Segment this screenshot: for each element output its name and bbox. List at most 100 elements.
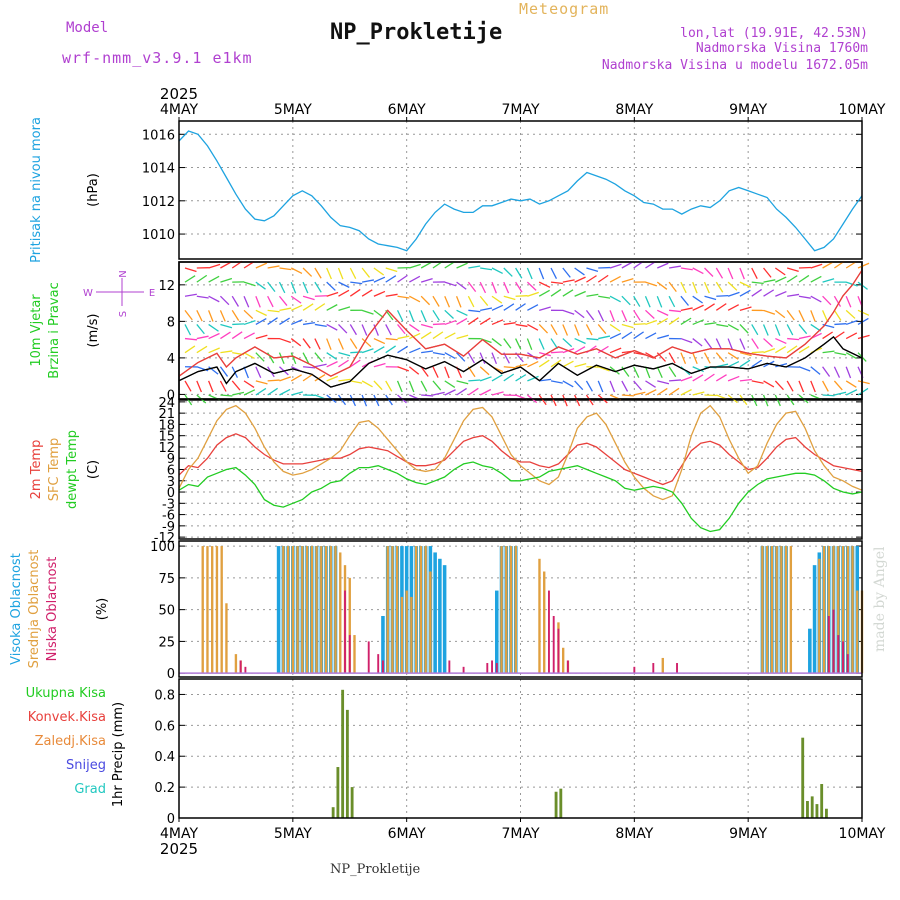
wind-arrow <box>409 275 421 283</box>
wind-arrow <box>338 378 351 382</box>
wind-arrow <box>692 352 698 365</box>
precip-legend-item: Zaledj.Kisa <box>35 734 106 749</box>
bar-ukupna-kisa <box>336 767 340 818</box>
bar-srednja-oblacnost <box>220 546 223 674</box>
wind-arrow <box>775 346 787 354</box>
wind-arrow <box>739 306 752 311</box>
wind-arrow <box>302 373 314 382</box>
wind-arrow <box>219 366 229 377</box>
wind-arrow <box>798 295 811 299</box>
compass-n: N <box>118 270 129 277</box>
wind-arrow <box>786 324 794 336</box>
wind-arrow <box>290 374 302 382</box>
wind-arrow <box>361 338 372 348</box>
panel-title-line: 2m Temp <box>29 440 44 500</box>
wind-arrow <box>409 295 421 303</box>
wind-arrow <box>503 366 516 369</box>
wind-arrow <box>727 291 740 297</box>
wind-arrow <box>243 389 256 396</box>
wind-arrow <box>467 281 477 293</box>
bar-srednja-oblacnost <box>301 546 304 674</box>
wind-arrow <box>574 337 586 345</box>
wind-arrow <box>692 319 705 326</box>
wind-arrow <box>255 281 266 290</box>
wind-arrow <box>480 267 493 271</box>
top-day-label: 4MAY <box>160 102 198 118</box>
wind-arrow <box>538 359 550 368</box>
bar-srednja-oblacnost <box>334 546 337 674</box>
wind-arrow <box>255 309 267 317</box>
wind-arrow <box>585 394 594 406</box>
wind-arrow <box>515 303 526 311</box>
wind-arrow <box>716 323 729 328</box>
wind-arrow <box>219 295 230 306</box>
wind-arrow <box>550 380 563 384</box>
wind-arrow <box>267 379 280 382</box>
wind-arrow <box>243 320 256 326</box>
bar-srednja-oblacnost <box>429 571 432 674</box>
wind-arrow <box>798 366 811 372</box>
wind-arrow <box>456 317 468 326</box>
wind-arrow <box>527 375 539 382</box>
wind-arrow <box>609 275 621 283</box>
wind-arrow <box>220 331 231 340</box>
wind-arrow <box>680 317 692 325</box>
bar-srednja-oblacnost <box>789 546 793 674</box>
wind-arrow <box>585 309 595 321</box>
wind-arrow <box>550 359 562 368</box>
wind-arrow <box>550 324 558 336</box>
wind-arrow <box>786 380 794 392</box>
y-tick-label: -12 <box>154 531 175 546</box>
top-day-label: 9MAY <box>729 102 767 118</box>
wind-arrow <box>762 324 769 336</box>
wind-arrow <box>715 267 724 279</box>
y-tick-label: 75 <box>158 572 175 587</box>
footer-station-name: NP_Prokletije <box>330 862 421 877</box>
wind-arrow <box>314 338 321 350</box>
wind-arrow <box>763 289 775 297</box>
wind-arrow <box>184 267 197 273</box>
wind-arrow <box>857 387 869 396</box>
bar-niska-oblacnost <box>837 635 840 674</box>
wind-arrow <box>739 281 752 288</box>
wind-arrow <box>645 309 655 319</box>
wind-arrow <box>574 290 586 297</box>
wind-arrow <box>633 391 646 396</box>
wind-arrow <box>751 267 758 279</box>
wind-arrow <box>184 309 193 321</box>
wind-arrow <box>550 394 557 407</box>
wind-arrow <box>538 323 549 334</box>
wind-arrow <box>692 374 704 382</box>
wind-arrow <box>468 317 479 325</box>
wind-arrow <box>692 267 704 275</box>
wind-arrow <box>657 309 669 316</box>
wind-arrow <box>609 263 622 269</box>
bar-srednja-oblacnost <box>818 558 821 674</box>
bar-niska-oblacnost <box>382 660 384 674</box>
wind-arrow <box>349 338 358 349</box>
wind-arrow <box>279 307 292 311</box>
bar-niska-oblacnost <box>244 666 247 674</box>
bar-srednja-oblacnost <box>841 546 845 674</box>
panel-frame <box>178 261 863 400</box>
wind-arrow <box>314 352 324 363</box>
wind-arrow <box>774 380 784 391</box>
wind-arrow <box>503 322 516 326</box>
y-tick-label: 1014 <box>142 162 175 177</box>
y-tick-label: 0.2 <box>154 781 175 796</box>
wind-arrow <box>491 338 502 347</box>
wind-arrow <box>680 281 687 294</box>
bar-srednja-oblacnost <box>405 590 408 674</box>
y-tick-label: 50 <box>158 604 175 619</box>
wind-arrow <box>350 380 363 384</box>
wind-arrow <box>326 323 338 331</box>
panel-precip: 0 0.2 0.4 0.6 0.8 1hr Precip (mm) Ukupna Kisa K… <box>26 678 863 827</box>
bar-niska-oblacnost <box>548 590 550 674</box>
wind-arrow <box>184 380 192 392</box>
wind-arrow <box>598 335 611 340</box>
wind-arrow <box>574 362 587 368</box>
wind-arrow <box>361 279 375 283</box>
wind-arrow <box>278 295 288 306</box>
wind-arrow <box>538 289 550 297</box>
wind-arrow <box>196 295 209 299</box>
